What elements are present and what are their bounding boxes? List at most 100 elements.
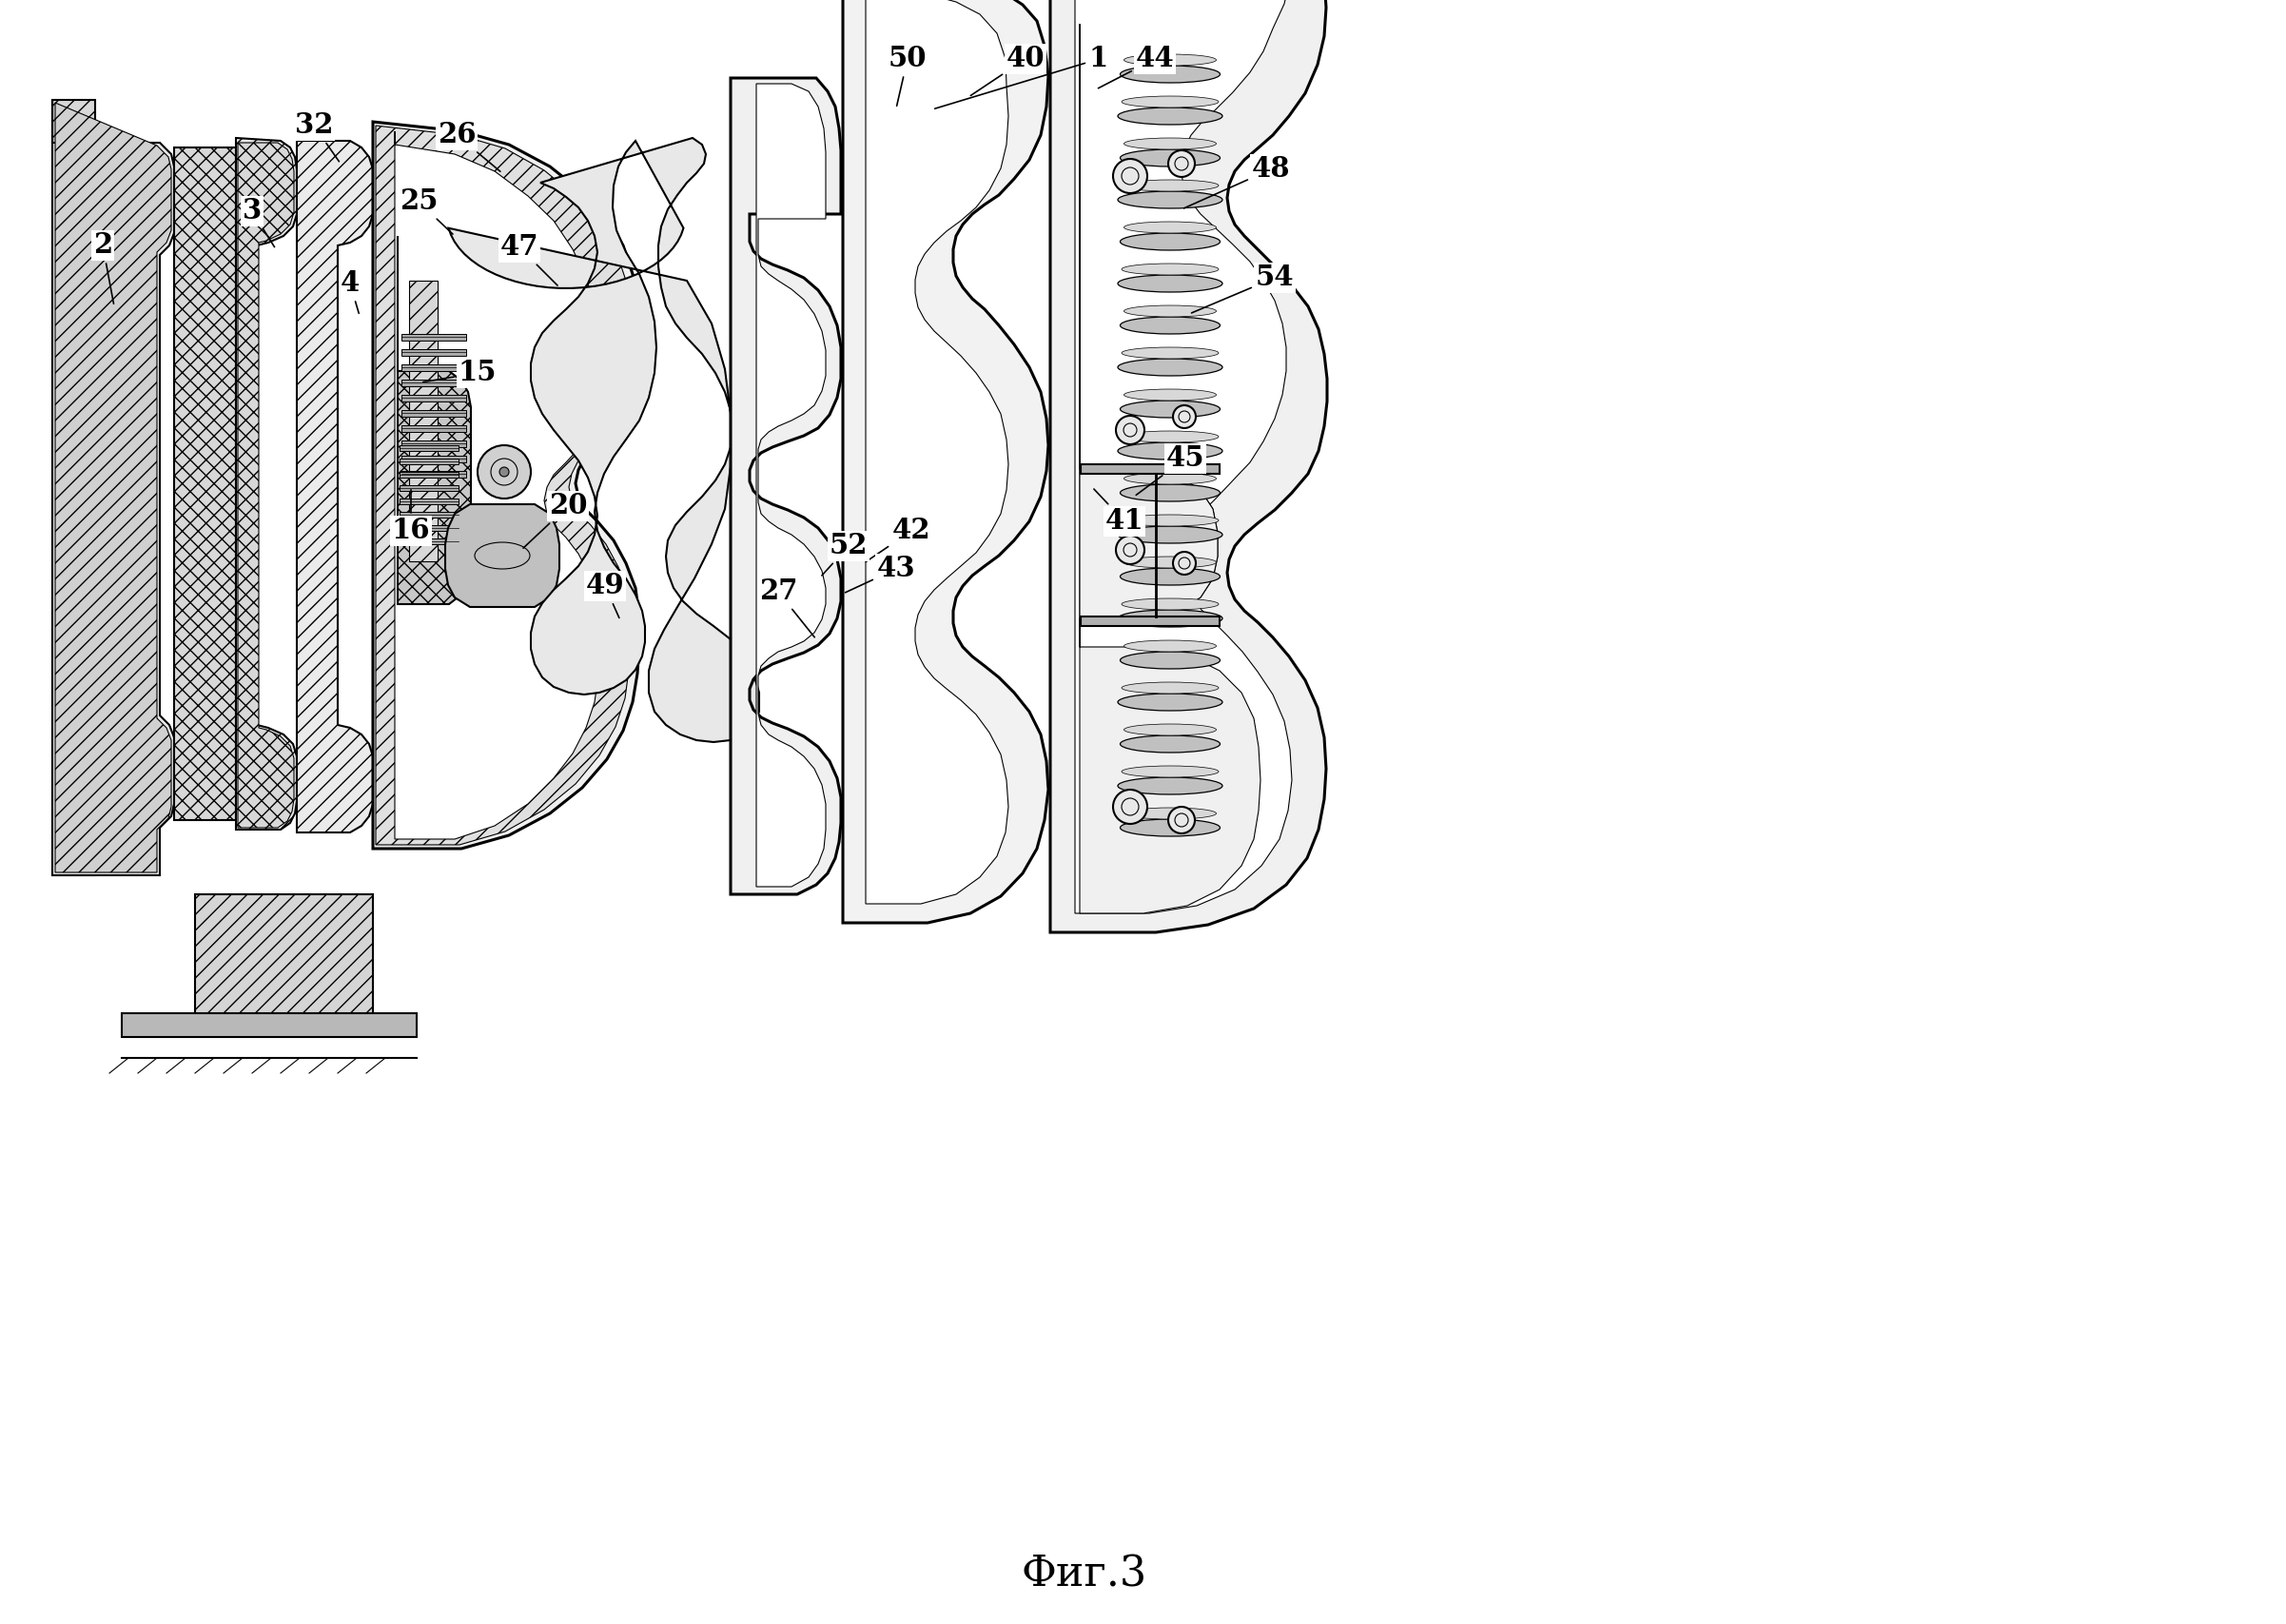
Ellipse shape <box>1120 317 1221 335</box>
Ellipse shape <box>1122 263 1218 274</box>
Text: 42: 42 <box>866 516 930 562</box>
Polygon shape <box>55 102 171 872</box>
Polygon shape <box>238 143 295 828</box>
Text: 45: 45 <box>1136 445 1205 495</box>
Bar <box>402 335 466 341</box>
Ellipse shape <box>1120 736 1221 752</box>
Polygon shape <box>297 141 373 833</box>
Ellipse shape <box>1118 359 1223 375</box>
Text: 49: 49 <box>585 572 624 617</box>
Ellipse shape <box>1120 568 1221 585</box>
Polygon shape <box>235 138 297 830</box>
Ellipse shape <box>1125 54 1216 65</box>
Text: 15: 15 <box>423 359 496 387</box>
Ellipse shape <box>1122 767 1218 778</box>
Polygon shape <box>395 132 601 840</box>
Bar <box>402 364 466 370</box>
Text: Фиг.3: Фиг.3 <box>1022 1554 1148 1595</box>
Ellipse shape <box>1118 778 1223 794</box>
Ellipse shape <box>1125 807 1216 818</box>
Ellipse shape <box>1125 724 1216 736</box>
Text: 32: 32 <box>295 112 338 161</box>
Bar <box>400 486 459 490</box>
Polygon shape <box>866 0 1008 905</box>
Polygon shape <box>53 101 174 875</box>
Text: 54: 54 <box>1191 265 1294 313</box>
Text: 26: 26 <box>437 122 501 172</box>
Polygon shape <box>757 84 825 887</box>
Polygon shape <box>174 148 235 820</box>
Circle shape <box>1173 552 1196 575</box>
Ellipse shape <box>1122 682 1218 693</box>
Polygon shape <box>1081 617 1218 625</box>
Bar <box>402 395 466 401</box>
Ellipse shape <box>1122 430 1218 442</box>
Polygon shape <box>398 235 471 604</box>
Ellipse shape <box>1118 693 1223 711</box>
Polygon shape <box>53 101 96 875</box>
Polygon shape <box>448 138 759 742</box>
Circle shape <box>1116 536 1145 564</box>
Ellipse shape <box>1120 484 1221 502</box>
Ellipse shape <box>1125 557 1216 568</box>
Circle shape <box>1116 416 1145 445</box>
Bar <box>400 539 459 544</box>
Bar <box>400 473 459 477</box>
Ellipse shape <box>1122 180 1218 192</box>
Polygon shape <box>1079 469 1260 913</box>
Polygon shape <box>409 281 437 562</box>
Text: 48: 48 <box>1184 156 1289 208</box>
Text: 4: 4 <box>341 270 359 313</box>
Bar <box>402 409 466 417</box>
Polygon shape <box>1074 0 1292 913</box>
Polygon shape <box>194 895 373 1017</box>
Ellipse shape <box>1120 401 1221 417</box>
Ellipse shape <box>1125 390 1216 401</box>
Ellipse shape <box>1122 96 1218 107</box>
Polygon shape <box>373 122 640 849</box>
Text: 2: 2 <box>94 232 114 304</box>
Ellipse shape <box>1120 234 1221 250</box>
Ellipse shape <box>1118 526 1223 544</box>
Ellipse shape <box>1120 149 1221 167</box>
Circle shape <box>1168 151 1196 177</box>
Bar <box>402 425 466 432</box>
Bar <box>121 1013 416 1038</box>
Text: 41: 41 <box>1095 489 1143 536</box>
Bar <box>400 499 459 503</box>
Polygon shape <box>1081 464 1218 474</box>
Bar <box>402 471 466 477</box>
Text: 20: 20 <box>523 492 588 547</box>
Text: 1: 1 <box>935 45 1109 109</box>
Ellipse shape <box>1125 640 1216 651</box>
Ellipse shape <box>1122 598 1218 611</box>
Text: 43: 43 <box>846 555 914 593</box>
Polygon shape <box>1079 24 1218 619</box>
Text: 47: 47 <box>501 234 558 286</box>
Ellipse shape <box>1120 651 1221 669</box>
Bar <box>400 512 459 518</box>
Polygon shape <box>732 78 841 895</box>
Bar <box>402 456 466 463</box>
Bar <box>400 525 459 531</box>
Ellipse shape <box>1125 305 1216 317</box>
Bar <box>402 440 466 447</box>
Text: 40: 40 <box>972 45 1045 96</box>
Text: 3: 3 <box>242 198 274 247</box>
Circle shape <box>1173 406 1196 429</box>
Text: 16: 16 <box>391 490 430 544</box>
Ellipse shape <box>1122 348 1218 359</box>
Ellipse shape <box>1120 65 1221 83</box>
Circle shape <box>1113 789 1148 823</box>
Circle shape <box>498 468 510 476</box>
Polygon shape <box>844 0 1049 922</box>
Text: 27: 27 <box>759 578 814 637</box>
Text: 25: 25 <box>400 188 453 234</box>
Polygon shape <box>375 125 631 844</box>
Bar <box>400 445 459 451</box>
Ellipse shape <box>1125 138 1216 149</box>
Ellipse shape <box>1118 611 1223 627</box>
Ellipse shape <box>1118 274 1223 292</box>
Ellipse shape <box>1120 818 1221 836</box>
Text: 52: 52 <box>821 533 869 575</box>
